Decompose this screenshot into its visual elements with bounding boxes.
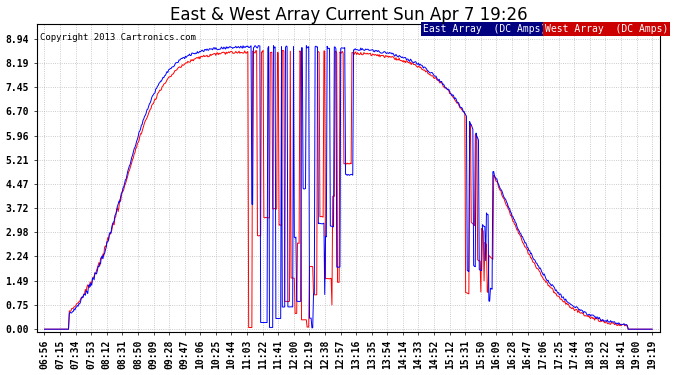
Text: East Array  (DC Amps): East Array (DC Amps) — [423, 24, 546, 34]
Text: West Array  (DC Amps): West Array (DC Amps) — [544, 24, 668, 34]
Title: East & West Array Current Sun Apr 7 19:26: East & West Array Current Sun Apr 7 19:2… — [170, 6, 527, 24]
Text: Copyright 2013 Cartronics.com: Copyright 2013 Cartronics.com — [40, 33, 196, 42]
